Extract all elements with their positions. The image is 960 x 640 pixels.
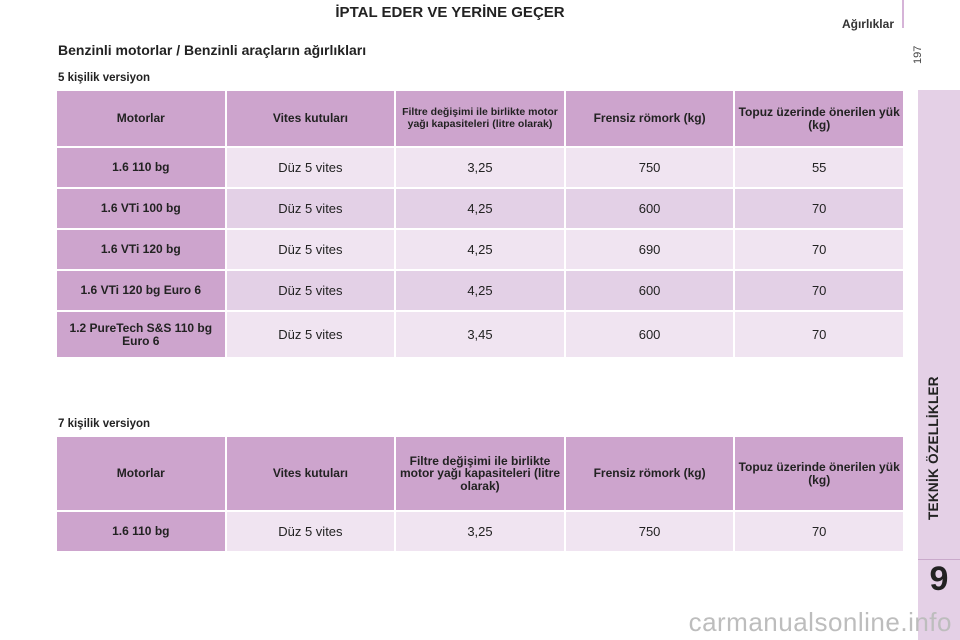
header-divider — [902, 0, 904, 28]
watermark: carmanualsonline.info — [688, 607, 952, 637]
table-cell: 4,25 — [396, 230, 564, 269]
engine-cell: 1.6 VTi 120 bg — [57, 230, 225, 269]
column-header: Filtre değişimi ile birlikte motor yağı … — [396, 437, 564, 510]
table-cell: 3,45 — [396, 312, 564, 357]
column-header: Vites kutuları — [226, 91, 395, 146]
table-cell: 70 — [735, 230, 903, 269]
chapter-sidebar — [918, 90, 960, 640]
column-header: Filtre değişimi ile birlikte motor yağı … — [396, 91, 564, 146]
table-cell: 70 — [735, 271, 903, 310]
table-caption-5: 5 kişilik versiyon — [58, 72, 151, 84]
table-row: 1.6 VTi 120 bg Düz 5 vites 4,25 690 70 — [57, 230, 903, 269]
table-cell: 690 — [565, 230, 734, 269]
table-cell: 55 — [735, 148, 903, 187]
table-row: 1.2 PureTech S&S 110 bg Euro 6 Düz 5 vite… — [57, 312, 903, 357]
engine-cell: 1.6 110 bg — [57, 512, 225, 551]
table-cell: 750 — [565, 148, 734, 187]
table-row: 1.6 VTi 100 bg Düz 5 vites 4,25 600 70 — [57, 189, 903, 228]
section-title: Ağırlıklar — [841, 17, 894, 31]
engine-cell: 1.6 110 bg — [57, 148, 225, 187]
chapter-number: 9 — [929, 560, 949, 598]
weights-table-5-seat: Motorlar Vites kutuları Filtre değişimi il… — [55, 89, 905, 359]
engine-cell: 1.2 PureTech S&S 110 bg Euro 6 — [57, 312, 225, 357]
column-header: Motorlar — [57, 437, 225, 510]
section-heading: Benzinli motorlar / Benzinli araçların a… — [58, 42, 367, 58]
column-header: Topuz üzerinde önerilen yük (kg) — [735, 91, 903, 146]
table-row: 1.6 110 bg Düz 5 vites 3,25 750 70 — [57, 512, 903, 551]
table-caption-7: 7 kişilik versiyon — [58, 418, 151, 430]
chapter-label: TEKNİK ÖZELLİKLER — [926, 376, 941, 520]
table-cell: 70 — [735, 512, 903, 551]
column-header: Topuz üzerinde önerilen yük (kg) — [735, 437, 903, 510]
table-cell: 3,25 — [396, 512, 564, 551]
page-title: İPTAL EDER VE YERİNE GEÇER — [335, 4, 565, 21]
page-number: 197 — [912, 45, 924, 64]
table-row: 1.6 110 bg Düz 5 vites 3,25 750 55 — [57, 148, 903, 187]
table-cell: Düz 5 vites — [226, 312, 395, 357]
table-cell: 600 — [565, 189, 734, 228]
table-cell: 70 — [735, 312, 903, 357]
table-cell: 600 — [565, 312, 734, 357]
column-header: Motorlar — [57, 91, 225, 146]
table-cell: 750 — [565, 512, 734, 551]
column-header: Vites kutuları — [226, 437, 395, 510]
table-cell: 600 — [565, 271, 734, 310]
table-cell: Düz 5 vites — [226, 271, 395, 310]
weights-table-7-seat: Motorlar Vites kutuları Filtre değişimi il… — [55, 435, 905, 553]
column-header: Frensiz römork (kg) — [565, 437, 734, 510]
table-cell: Düz 5 vites — [226, 148, 395, 187]
table-cell: Düz 5 vites — [226, 230, 395, 269]
sidebar-divider — [918, 559, 960, 560]
engine-cell: 1.6 VTi 100 bg — [57, 189, 225, 228]
engine-cell: 1.6 VTi 120 bg Euro 6 — [57, 271, 225, 310]
table-cell: 3,25 — [396, 148, 564, 187]
column-header: Frensiz römork (kg) — [565, 91, 734, 146]
table-cell: 4,25 — [396, 189, 564, 228]
table-cell: Düz 5 vites — [226, 189, 395, 228]
table-cell: 70 — [735, 189, 903, 228]
table-cell: Düz 5 vites — [226, 512, 395, 551]
table-cell: 4,25 — [396, 271, 564, 310]
table-row: 1.6 VTi 120 bg Euro 6 Düz 5 vites 4,25 600 7… — [57, 271, 903, 310]
